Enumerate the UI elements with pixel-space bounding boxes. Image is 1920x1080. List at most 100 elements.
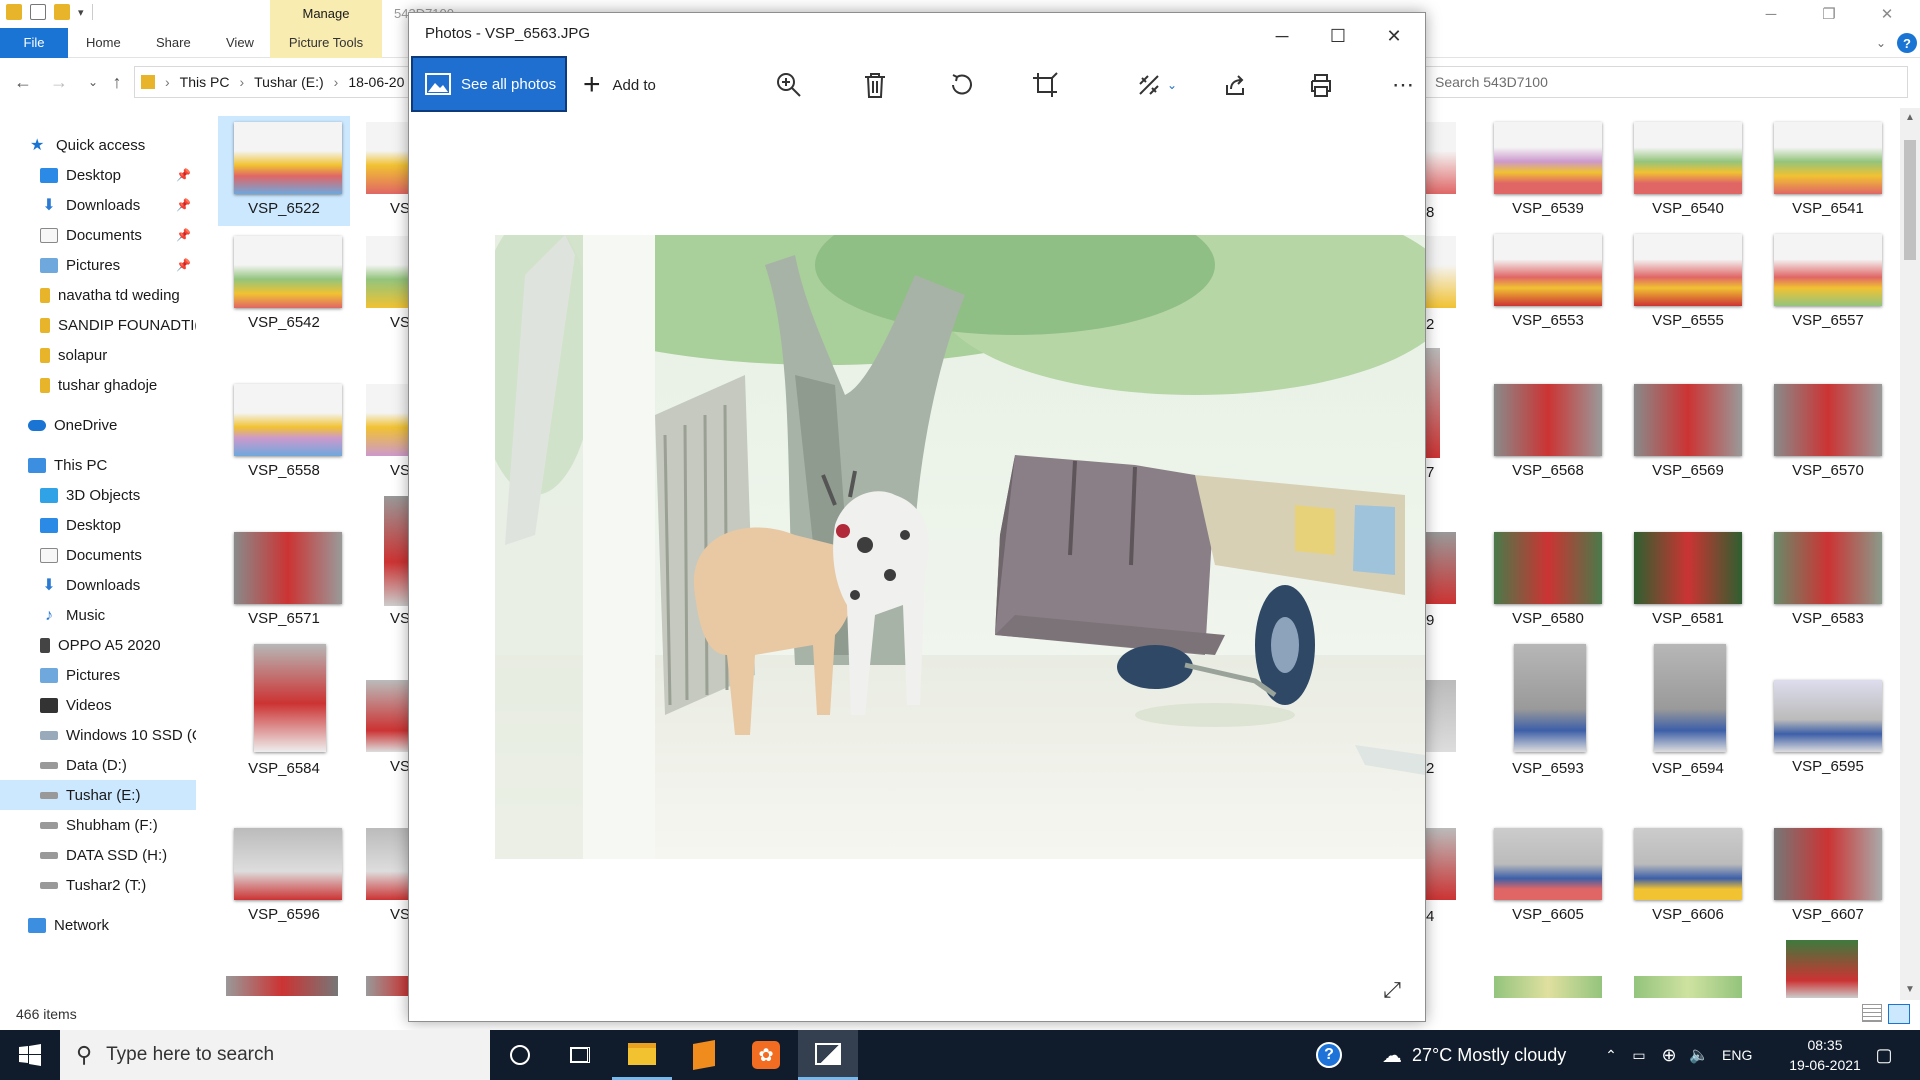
input-language[interactable]: ENG	[1722, 1047, 1753, 1063]
nav-pictures[interactable]: Pictures 📌	[0, 250, 196, 280]
file-item[interactable]: VSP_6569	[1618, 378, 1750, 498]
expand-ribbon-icon[interactable]: ⌄	[1875, 36, 1887, 50]
address-bar[interactable]: › This PC › Tushar (E:) › 18-06-20	[134, 66, 414, 98]
add-to-button[interactable]: + Add to	[583, 63, 656, 107]
tab-picture-tools[interactable]: Picture Tools	[270, 28, 382, 58]
file-item[interactable]: VSP_6593	[1478, 644, 1610, 784]
file-item[interactable]: VSP_6607	[1758, 822, 1890, 942]
clock[interactable]: 08:35 19-06-2021	[1780, 1030, 1870, 1080]
nav-folder[interactable]: tushar ghadoje	[0, 370, 196, 400]
back-icon[interactable]: ←	[14, 71, 32, 92]
search-input[interactable]: Search 543D7100	[1420, 66, 1908, 98]
network-globe-icon[interactable]: ⊕	[1661, 1044, 1677, 1065]
file-item[interactable]: VSP_6568	[1478, 378, 1610, 498]
nav-desktop[interactable]: Desktop	[0, 510, 196, 540]
notifications-icon[interactable]: ▢	[1875, 1044, 1893, 1065]
photo-thumbnail[interactable]	[366, 828, 410, 900]
large-icons-view-icon[interactable]	[1888, 1004, 1910, 1024]
properties-icon[interactable]	[30, 4, 46, 20]
photo-thumbnail[interactable]	[1426, 680, 1456, 752]
minimize-icon[interactable]: ─	[1765, 5, 1777, 23]
photo-thumbnail[interactable]	[1426, 828, 1456, 900]
recent-locations-icon[interactable]: ⌄	[87, 75, 99, 89]
file-item[interactable]: VSP_6594	[1618, 644, 1750, 784]
photo-viewer-image[interactable]	[495, 235, 1425, 859]
nav-quick-access[interactable]: ★ Quick access	[0, 130, 196, 160]
cortana-icon[interactable]	[490, 1030, 550, 1080]
close-icon[interactable]: ✕	[1880, 6, 1894, 23]
nav-drive-d[interactable]: Data (D:)	[0, 750, 196, 780]
weather-widget[interactable]: ☁ 27°C Mostly cloudy	[1382, 1030, 1566, 1080]
crop-icon[interactable]	[1025, 65, 1065, 105]
breadcrumb-item[interactable]: Tushar (E:)	[254, 74, 324, 90]
nav-folder[interactable]: navatha td weding	[0, 280, 196, 310]
nav-drive-t[interactable]: Tushar2 (T:)	[0, 870, 196, 900]
file-item[interactable]: VSP_6595	[1758, 674, 1890, 794]
file-item[interactable]: VSP_6596	[218, 822, 350, 942]
file-item[interactable]: VSP_6555	[1618, 228, 1750, 348]
file-item[interactable]: VSP_6558	[218, 378, 350, 498]
file-item[interactable]: VSP_6571	[218, 526, 350, 646]
volume-icon[interactable]: 🔈	[1689, 1047, 1709, 1064]
new-folder-icon[interactable]	[54, 4, 70, 20]
forward-icon[interactable]: →	[50, 71, 68, 92]
photo-thumbnail[interactable]	[384, 496, 410, 606]
share-icon[interactable]	[1215, 65, 1255, 105]
file-item[interactable]: VSP_6584	[218, 644, 350, 784]
photo-thumbnail[interactable]	[366, 122, 410, 194]
nav-onedrive[interactable]: OneDrive	[0, 410, 196, 440]
tab-view[interactable]: View	[226, 35, 254, 50]
tab-home[interactable]: Home	[86, 35, 121, 50]
breadcrumb-item[interactable]: This PC	[179, 74, 230, 90]
close-icon[interactable]: ✕	[1386, 25, 1402, 46]
nav-drive-f[interactable]: Shubham (F:)	[0, 810, 196, 840]
file-item[interactable]: VSP_6553	[1478, 228, 1610, 348]
file-item[interactable]: VSP_6583	[1758, 526, 1890, 646]
full-screen-icon[interactable]: ⤢	[1383, 977, 1401, 1002]
nav-pictures[interactable]: Pictures	[0, 660, 196, 690]
file-item[interactable]: VSP_6570	[1758, 378, 1890, 498]
minimize-icon[interactable]: ─	[1275, 25, 1289, 46]
scroll-up-icon[interactable]: ▲	[1905, 111, 1915, 123]
windows-start-icon[interactable]	[0, 1030, 60, 1080]
photos-app-icon[interactable]	[798, 1030, 858, 1080]
nav-videos[interactable]: Videos	[0, 690, 196, 720]
file-explorer-app-icon[interactable]	[612, 1030, 672, 1080]
edit-create-icon[interactable]: ⌄	[1127, 65, 1187, 105]
help-icon[interactable]: ?	[1897, 33, 1917, 53]
taskbar-search-input[interactable]: ⚲ Type here to search	[60, 1030, 490, 1080]
nav-documents[interactable]: Documents	[0, 540, 196, 570]
delete-icon[interactable]	[855, 65, 895, 105]
customize-qat-icon[interactable]: ▾	[78, 6, 84, 19]
photo-thumbnail[interactable]	[226, 976, 338, 996]
see-all-photos-button[interactable]: See all photos	[411, 56, 567, 112]
rotate-icon[interactable]	[941, 65, 981, 105]
scroll-down-icon[interactable]: ▼	[1905, 983, 1915, 995]
photo-thumbnail[interactable]	[366, 680, 410, 752]
breadcrumb-item[interactable]: 18-06-20	[348, 74, 405, 90]
more-options-icon[interactable]: ⋯	[1392, 72, 1414, 97]
nav-3d-objects[interactable]: 3D Objects	[0, 480, 196, 510]
task-view-icon[interactable]	[550, 1030, 610, 1080]
file-item[interactable]: VSP_6605	[1478, 822, 1610, 942]
photo-thumbnail[interactable]	[366, 976, 410, 996]
file-item[interactable]: VSP_6606	[1618, 822, 1750, 942]
nav-network[interactable]: Network	[0, 910, 196, 940]
file-item[interactable]: VSP_6522	[218, 116, 350, 226]
file-item[interactable]: VSP_6542	[218, 230, 350, 350]
nav-folder[interactable]: SANDIP FOUNADTI(	[0, 310, 196, 340]
nav-downloads[interactable]: ⬇ Downloads 📌	[0, 190, 196, 220]
nav-downloads[interactable]: ⬇ Downloads	[0, 570, 196, 600]
photo-thumbnail[interactable]	[366, 236, 410, 308]
tab-share[interactable]: Share	[156, 35, 191, 50]
maximize-icon[interactable]: ☐	[1329, 25, 1347, 46]
file-item[interactable]: VSP_6539	[1478, 116, 1610, 236]
vertical-scrollbar[interactable]: ▲ ▼	[1900, 108, 1920, 1000]
nav-drive-h[interactable]: DATA SSD (H:)	[0, 840, 196, 870]
photo-thumbnail[interactable]	[1426, 236, 1456, 308]
photo-thumbnail[interactable]	[1426, 122, 1456, 194]
scrollbar-thumb[interactable]	[1904, 140, 1916, 260]
nav-oppo[interactable]: OPPO A5 2020	[0, 630, 196, 660]
up-icon[interactable]: ↑	[112, 71, 122, 92]
show-hidden-icons-icon[interactable]: ⌃	[1605, 1046, 1617, 1063]
